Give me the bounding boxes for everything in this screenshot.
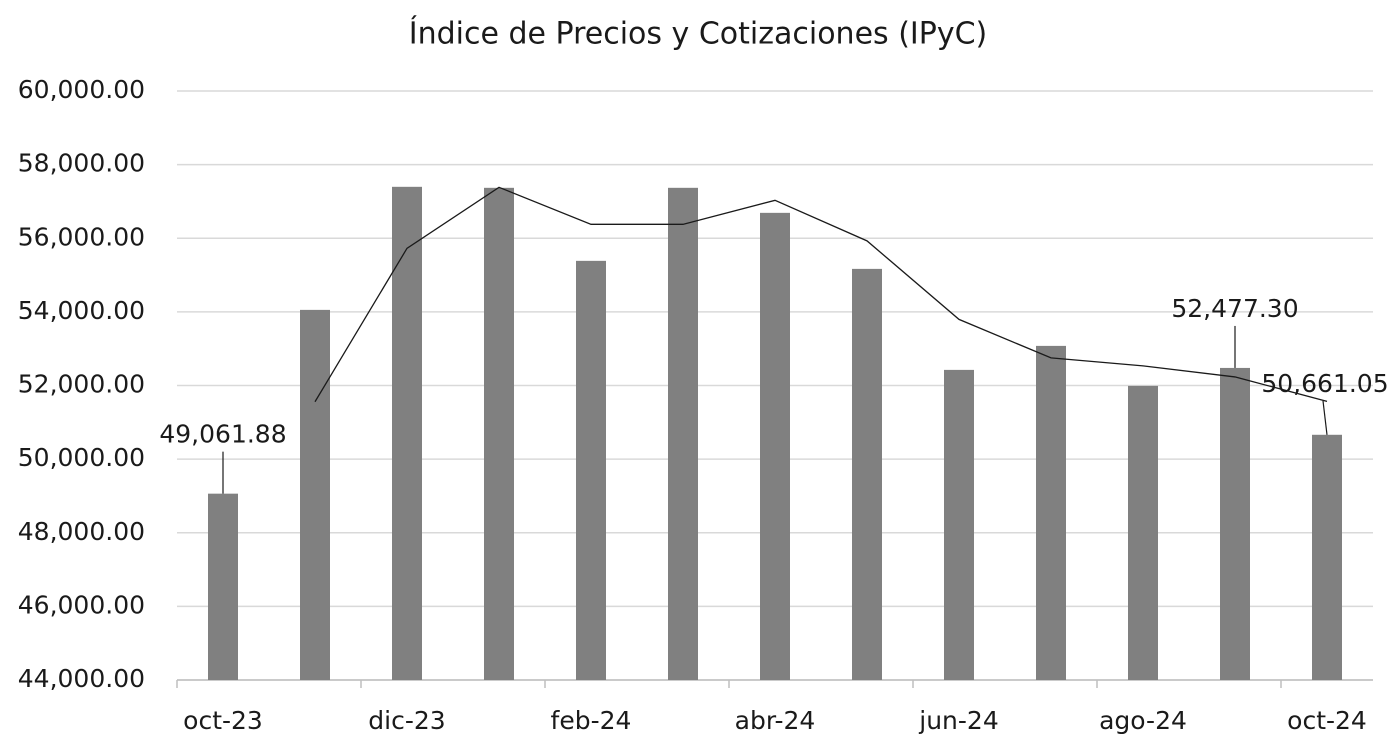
x-tick-label: oct-23: [183, 706, 263, 735]
bar: [852, 268, 882, 680]
x-tick-label: dic-23: [368, 706, 445, 735]
y-tick-label: 44,000.00: [18, 664, 145, 693]
bar: [484, 187, 514, 680]
x-tick-label: jun-24: [918, 706, 998, 735]
value-label: 52,477.30: [1171, 294, 1298, 323]
y-tick-label: 58,000.00: [18, 149, 145, 178]
bar: [208, 493, 238, 680]
y-tick-label: 52,000.00: [18, 370, 145, 399]
bar: [392, 186, 422, 680]
y-tick-label: 60,000.00: [18, 75, 145, 104]
line: [314, 186, 1328, 403]
y-tick-label: 46,000.00: [18, 590, 145, 619]
bar: [760, 212, 790, 681]
y-tick-label: 54,000.00: [18, 296, 145, 325]
bar: [300, 309, 330, 680]
y-tick-label: 48,000.00: [18, 517, 145, 546]
chart-title: Índice de Precios y Cotizaciones (IPyC): [409, 16, 988, 52]
bar: [944, 369, 974, 680]
label-leader: [1322, 400, 1328, 435]
y-tick-label: 50,000.00: [18, 443, 145, 472]
bar: [1036, 345, 1066, 680]
value-label: 50,661.05: [1261, 369, 1388, 398]
bar: [668, 187, 698, 680]
x-tick-label: abr-24: [735, 706, 816, 735]
bar: [1312, 434, 1342, 680]
x-tick-label: ago-24: [1099, 706, 1187, 735]
value-label: 49,061.88: [159, 420, 286, 449]
bar: [576, 260, 606, 680]
y-tick-label: 56,000.00: [18, 222, 145, 251]
bar: [1128, 385, 1158, 680]
bar: [1220, 367, 1250, 680]
x-tick-label: oct-24: [1287, 706, 1367, 735]
x-tick-label: feb-24: [551, 706, 632, 735]
